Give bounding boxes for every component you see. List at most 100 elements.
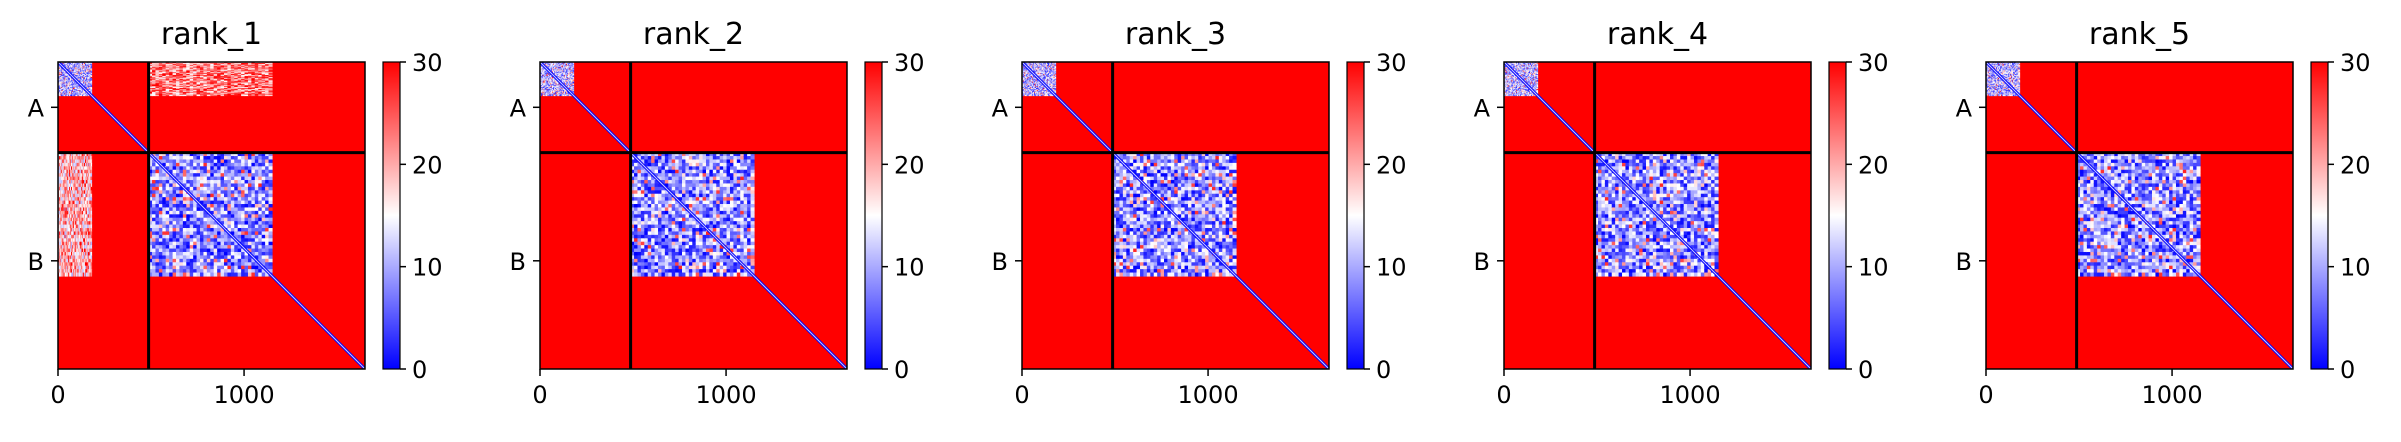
heatmap-cell — [59, 238, 62, 243]
heatmap-cell — [82, 204, 84, 209]
heatmap-cell — [237, 162, 242, 167]
heatmap-cell — [241, 217, 246, 222]
heatmap-cell — [152, 83, 157, 85]
heatmap-cell — [223, 69, 229, 71]
heatmap-cell — [71, 71, 73, 73]
heatmap-cell — [70, 66, 72, 69]
heatmap-cell — [247, 207, 253, 212]
heatmap-cell — [86, 72, 89, 74]
heatmap-cell — [172, 66, 177, 69]
heatmap-cell — [73, 169, 76, 174]
heatmap-cell — [169, 75, 174, 77]
heatmap-cell — [189, 71, 194, 73]
heatmap-cell — [261, 88, 266, 90]
heatmap-cell — [254, 214, 259, 219]
heatmap-cell — [172, 65, 177, 68]
heatmap-cell — [58, 83, 61, 85]
heatmap-cell — [64, 82, 67, 84]
heatmap-cell — [58, 231, 61, 236]
heatmap-cell — [77, 156, 80, 161]
heatmap-cell — [179, 69, 184, 71]
heatmap-cell — [172, 75, 177, 78]
heatmap-cell — [58, 68, 61, 71]
heatmap-cell — [241, 80, 246, 83]
heatmap-cell — [155, 72, 160, 74]
heatmap-cell — [78, 162, 80, 167]
heatmap-cell — [217, 272, 222, 277]
heatmap-cell — [265, 75, 270, 78]
heatmap-cell — [84, 65, 87, 68]
heatmap-cell — [82, 197, 84, 202]
heatmap-cell — [155, 66, 160, 69]
heatmap-cell — [220, 227, 225, 233]
heatmap-cell — [268, 73, 273, 75]
heatmap-cell — [234, 262, 239, 267]
heatmap-cell — [64, 231, 67, 236]
heatmap-cell — [71, 66, 74, 69]
heatmap-cell — [189, 265, 194, 270]
heatmap-cell — [258, 241, 263, 246]
heatmap-cell — [79, 269, 81, 274]
heatmap-cell — [74, 71, 77, 73]
heatmap-cell — [68, 82, 70, 84]
heatmap-cell — [254, 68, 259, 71]
heatmap-cell — [80, 204, 82, 209]
heatmap-cell — [90, 88, 93, 90]
heatmap-cell — [72, 251, 75, 257]
heatmap-cell — [196, 241, 201, 246]
heatmap-cell — [85, 210, 88, 215]
heatmap-cell — [189, 68, 194, 71]
heatmap-cell — [58, 64, 60, 67]
heatmap-cell — [58, 251, 60, 257]
heatmap-cell — [230, 162, 235, 167]
heatmap-cell — [63, 75, 66, 78]
heatmap-cell — [71, 81, 74, 84]
heatmap-cell — [79, 186, 81, 191]
heatmap-cell — [73, 72, 76, 74]
heatmap-cell — [74, 241, 77, 246]
heatmap-cell — [65, 224, 67, 229]
heatmap-cell — [247, 248, 253, 253]
heatmap-cell — [155, 77, 160, 80]
heatmap-cell — [66, 84, 68, 86]
heatmap-cell — [66, 251, 68, 257]
heatmap-cell — [61, 156, 64, 161]
heatmap-cell — [71, 204, 73, 209]
heatmap-cell — [75, 76, 78, 79]
heatmap-cell — [82, 156, 84, 161]
heatmap-cell — [247, 156, 253, 161]
heatmap-cell — [237, 66, 242, 69]
heatmap-cell — [158, 87, 163, 89]
heatmap-cell — [220, 245, 225, 250]
heatmap-cell — [148, 87, 153, 89]
heatmap-cell — [182, 68, 187, 71]
heatmap-cell — [61, 90, 64, 93]
heatmap-cell — [69, 166, 71, 171]
heatmap-cell — [62, 262, 65, 267]
heatmap-cell — [165, 78, 170, 81]
heatmap-cell — [193, 265, 198, 270]
heatmap-cell — [84, 152, 86, 157]
heatmap-cell — [60, 234, 63, 239]
heatmap-cell — [217, 238, 222, 243]
heatmap-cell — [84, 70, 86, 72]
heatmap-cell — [268, 214, 273, 219]
heatmap-cell — [182, 217, 187, 222]
heatmap-cell — [64, 76, 67, 79]
heatmap-cell — [172, 74, 177, 76]
heatmap-cell — [86, 88, 89, 90]
heatmap-cell — [206, 183, 211, 188]
heatmap-cell — [169, 94, 174, 97]
heatmap-cell — [70, 70, 72, 72]
heatmap-cell — [65, 231, 67, 236]
heatmap-cell — [234, 251, 239, 257]
heatmap-cell — [74, 73, 77, 75]
heatmap-cell — [64, 248, 67, 253]
heatmap-cell — [75, 156, 78, 161]
heatmap-cell — [67, 166, 69, 171]
heatmap-cell — [230, 67, 235, 70]
heatmap-cell — [165, 180, 170, 185]
heatmap-cell — [71, 173, 73, 178]
heatmap-cell — [84, 176, 87, 181]
